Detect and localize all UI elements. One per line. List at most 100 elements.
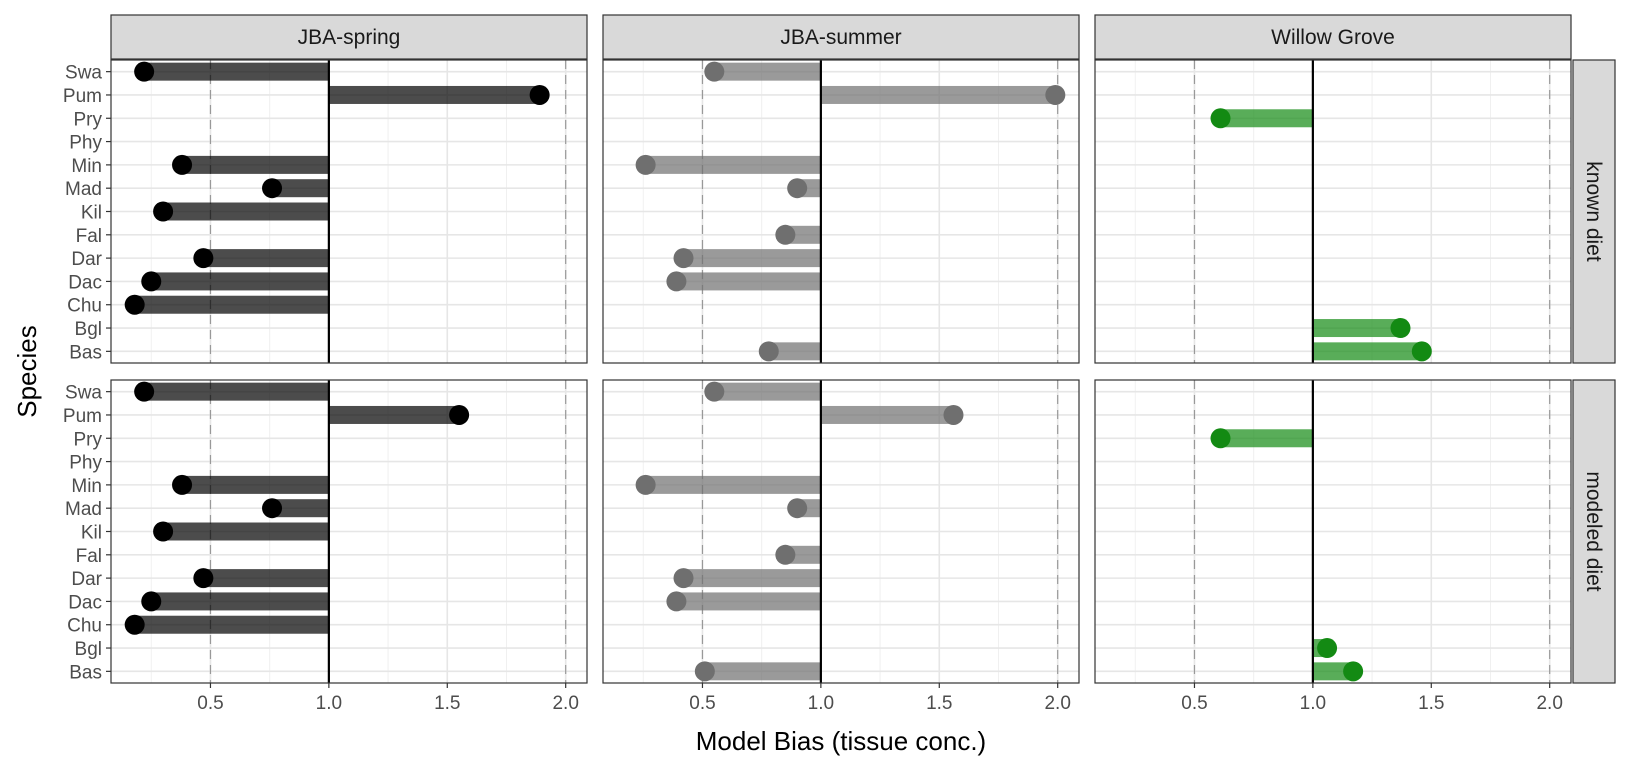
lollipop-dot-pum bbox=[529, 84, 550, 105]
y-tick-label: Min bbox=[71, 476, 102, 497]
y-tick-label: Chu bbox=[67, 296, 102, 317]
lollipop-bar-pum bbox=[820, 85, 1056, 104]
y-tick-label: Dar bbox=[71, 569, 102, 590]
x-tick-label: 1.5 bbox=[926, 693, 952, 714]
y-tick-label: Fal bbox=[76, 546, 102, 567]
row-strip-label: modeled diet bbox=[1582, 471, 1605, 591]
lollipop-dot-swa bbox=[704, 61, 725, 82]
panel-border bbox=[602, 59, 1080, 364]
row-strip-label: known diet bbox=[1582, 161, 1605, 262]
lollipop-dot-mad bbox=[787, 178, 808, 199]
facet-strip bbox=[110, 14, 588, 60]
y-tick-label: Pry bbox=[74, 429, 103, 450]
lollipop-dot-min bbox=[172, 474, 193, 495]
y-tick-label: Mad bbox=[65, 499, 102, 520]
lollipop-dot-dar bbox=[673, 248, 694, 269]
y-tick-label: Dac bbox=[68, 272, 102, 293]
lollipop-bar-pum bbox=[328, 85, 540, 104]
series-group bbox=[635, 381, 964, 682]
y-tick-label: Pry bbox=[74, 109, 103, 130]
x-tick-label: 1.0 bbox=[808, 693, 834, 714]
lollipop-bar-bas bbox=[1312, 342, 1422, 361]
lollipop-bar-bgl bbox=[1312, 319, 1401, 338]
x-tick-label: 0.5 bbox=[197, 693, 223, 714]
lollipop-dot-pum bbox=[943, 404, 964, 425]
y-tick-label: Kil bbox=[81, 203, 102, 224]
x-tick-label: 2.0 bbox=[1044, 693, 1070, 714]
facet-panel bbox=[603, 60, 1079, 363]
lollipop-bar-dac bbox=[151, 272, 329, 291]
y-tick-label: Chu bbox=[67, 616, 102, 637]
facet-strip-label: JBA-summer bbox=[780, 26, 901, 49]
facet-strip-label: Willow Grove bbox=[1271, 26, 1395, 49]
y-tick-label: Min bbox=[71, 156, 102, 177]
facet-panel bbox=[1095, 380, 1571, 683]
lollipop-dot-pum bbox=[449, 404, 470, 425]
x-axis-title: Model Bias (tissue conc.) bbox=[696, 726, 986, 756]
y-tick-label: Phy bbox=[69, 133, 102, 154]
y-tick-label: Bas bbox=[69, 662, 102, 683]
x-tick-label: 0.5 bbox=[1181, 693, 1207, 714]
lollipop-dot-bgl bbox=[1390, 318, 1411, 339]
x-tick-label: 2.0 bbox=[1536, 693, 1562, 714]
lollipop-dot-chu bbox=[124, 294, 145, 315]
lollipop-dot-pry bbox=[1210, 428, 1231, 449]
lollipop-bar-kil bbox=[163, 522, 329, 541]
panel-border bbox=[602, 379, 1080, 684]
series-group bbox=[1210, 108, 1432, 362]
lollipop-dot-bas bbox=[758, 341, 779, 362]
x-tick-label: 1.5 bbox=[434, 693, 460, 714]
lollipop-bar-swa bbox=[144, 382, 329, 401]
lollipop-bar-mad bbox=[272, 179, 329, 198]
lollipop-bar-bas bbox=[768, 342, 821, 361]
lollipop-bar-pry bbox=[1220, 429, 1313, 448]
y-axis-title: Species bbox=[12, 325, 42, 418]
y-tick-label: Kil bbox=[81, 523, 102, 544]
x-tick-label: 2.0 bbox=[552, 693, 578, 714]
lollipop-bar-swa bbox=[714, 382, 821, 401]
lollipop-bar-swa bbox=[144, 62, 329, 81]
lollipop-bar-chu bbox=[134, 615, 329, 634]
facet-strip-label: JBA-spring bbox=[298, 26, 401, 49]
row-strip bbox=[1572, 59, 1616, 364]
lollipop-bar-pum bbox=[820, 405, 954, 424]
lollipop-bar-min bbox=[182, 155, 329, 174]
row-strip bbox=[1572, 379, 1616, 684]
lollipop-bar-min bbox=[182, 475, 329, 494]
lollipop-bar-dar bbox=[203, 569, 329, 588]
series-group bbox=[1210, 428, 1364, 682]
facet-panel bbox=[1095, 60, 1571, 363]
lollipop-dot-swa bbox=[134, 381, 155, 402]
lollipop-dot-bgl bbox=[1317, 638, 1338, 659]
y-tick-label: Phy bbox=[69, 453, 102, 474]
y-tick-label: Dar bbox=[71, 249, 102, 270]
y-tick-label: Dac bbox=[68, 592, 102, 613]
lollipop-bar-mad bbox=[272, 499, 329, 518]
lollipop-bar-dac bbox=[676, 272, 821, 291]
series-group bbox=[124, 61, 550, 315]
lollipop-dot-dac bbox=[141, 271, 162, 292]
lollipop-dot-bas bbox=[694, 661, 715, 682]
lollipop-bar-pum bbox=[328, 405, 460, 424]
lollipop-dot-kil bbox=[153, 521, 174, 542]
y-tick-label: Bgl bbox=[75, 639, 102, 660]
y-tick-label: Swa bbox=[65, 383, 102, 404]
lollipop-dot-fal bbox=[775, 224, 796, 245]
lollipop-dot-dar bbox=[193, 248, 214, 269]
panel-border bbox=[1094, 59, 1572, 364]
lollipop-dot-bas bbox=[1343, 661, 1364, 682]
lollipop-dot-pum bbox=[1045, 84, 1066, 105]
facet-strip bbox=[1094, 14, 1572, 60]
lollipop-dot-dac bbox=[141, 591, 162, 612]
x-tick-label: 1.0 bbox=[1300, 693, 1326, 714]
lollipop-dot-chu bbox=[124, 614, 145, 635]
lollipop-bar-bas bbox=[1312, 662, 1354, 681]
lollipop-bar-dar bbox=[203, 249, 329, 268]
lollipop-dot-dac bbox=[666, 271, 687, 292]
facet-strip bbox=[602, 14, 1080, 60]
x-tick-label: 0.5 bbox=[689, 693, 715, 714]
series-group bbox=[124, 381, 470, 635]
lollipop-bar-dac bbox=[151, 592, 329, 611]
